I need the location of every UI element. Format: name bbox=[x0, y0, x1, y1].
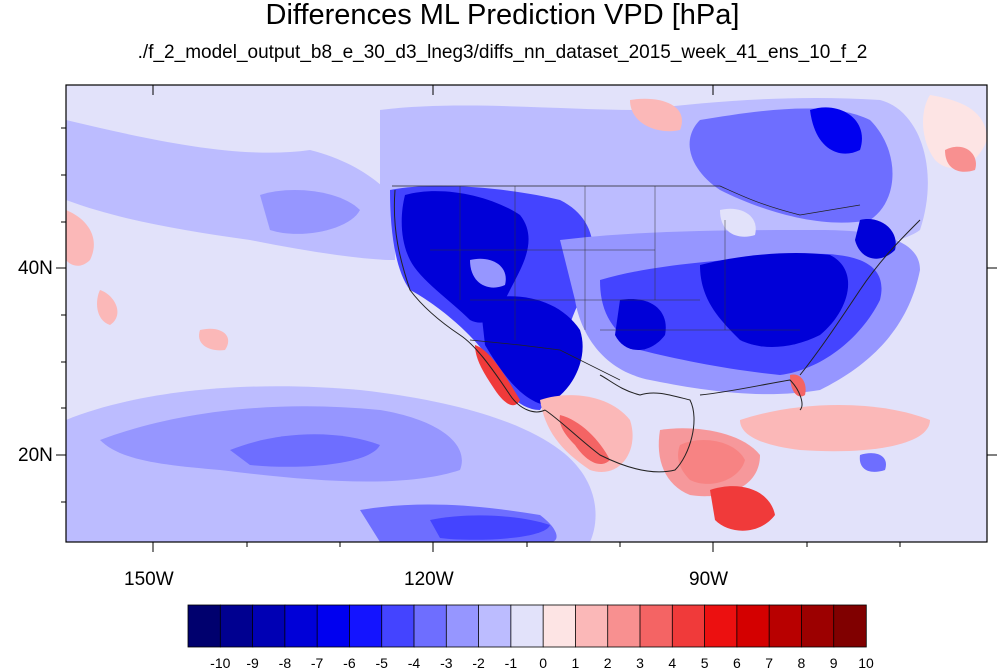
colorbar-label: 8 bbox=[797, 655, 806, 671]
great-lakes-pale bbox=[720, 208, 756, 237]
colorbar-label: -3 bbox=[440, 655, 453, 671]
colorbar-label: 10 bbox=[858, 655, 874, 671]
sw-pacific-blue-core bbox=[230, 434, 380, 467]
east-pale-red bbox=[923, 95, 987, 169]
colorbar-label: 4 bbox=[668, 655, 677, 671]
northeast-deep-blue bbox=[855, 219, 896, 259]
gulf-red-halo bbox=[658, 428, 760, 497]
colorbar-swatch bbox=[704, 604, 738, 648]
colorbar-swatch bbox=[607, 604, 641, 648]
colorbar-label: 6 bbox=[732, 655, 741, 671]
colorbar-swatch bbox=[639, 604, 673, 648]
coastline-gulf bbox=[544, 374, 695, 473]
colorbar-label: -7 bbox=[310, 655, 324, 671]
colorbar-label: -8 bbox=[278, 655, 292, 671]
four-corners-deep-blue bbox=[480, 296, 583, 405]
plot-subtitle: ./f_2_model_output_b8_e_30_d3_lneg3/diff… bbox=[137, 42, 868, 63]
colorbar-label: 5 bbox=[700, 655, 709, 671]
x-tick-120w: 120W bbox=[404, 569, 454, 590]
colorbar-swatch bbox=[413, 604, 447, 648]
caribbean-pale-red bbox=[740, 405, 930, 452]
caribbean-blue-spot bbox=[859, 453, 886, 472]
colorbar-swatch bbox=[349, 604, 383, 648]
colorbar-label: -2 bbox=[472, 655, 485, 671]
colorbar-swatch bbox=[575, 604, 609, 648]
colorbar-swatch bbox=[768, 604, 803, 648]
colorbar-label: 2 bbox=[603, 655, 612, 671]
pacific-pale-red-2 bbox=[199, 328, 229, 351]
texas-deep-blue bbox=[615, 299, 666, 350]
colorbar-label: -9 bbox=[246, 655, 259, 671]
pacific-pale-red-1 bbox=[97, 290, 118, 325]
tick-marks bbox=[56, 85, 997, 552]
western-us-deep-blue bbox=[401, 191, 529, 323]
eastern-us-deep-blue bbox=[700, 253, 849, 347]
colorbar-label: 3 bbox=[636, 655, 644, 671]
baja-red bbox=[475, 345, 520, 406]
colorbar-swatch bbox=[478, 604, 512, 648]
colorbar-label: 9 bbox=[829, 655, 838, 671]
colorbar-label: 0 bbox=[539, 655, 547, 671]
colorbar bbox=[187, 604, 867, 648]
colorbar-swatch bbox=[381, 604, 415, 648]
coastline-east bbox=[699, 219, 921, 411]
colorbar-swatch bbox=[219, 604, 254, 648]
colorbar-swatch bbox=[801, 604, 835, 648]
east-red-patch bbox=[945, 146, 976, 172]
northwest-pale-red bbox=[66, 210, 94, 266]
alaska-pale-red bbox=[630, 98, 682, 132]
colorbar-swatch bbox=[833, 604, 867, 648]
colorbar-label: 1 bbox=[571, 655, 580, 671]
us-mexico-border bbox=[469, 339, 621, 381]
colorbar-swatch bbox=[316, 604, 351, 648]
colorbar-swatch bbox=[252, 604, 286, 648]
x-tick-90w: 90W bbox=[689, 569, 729, 590]
florida-red bbox=[790, 374, 806, 397]
canada-deep-blue bbox=[810, 107, 862, 154]
mexico-red-strip bbox=[559, 415, 610, 465]
colorbar-swatch bbox=[187, 604, 221, 648]
great-basin-light bbox=[470, 258, 506, 288]
colorbar-swatch bbox=[284, 604, 318, 648]
y-tick-20n: 20N bbox=[18, 445, 53, 466]
colorbar-label: -4 bbox=[407, 655, 421, 671]
colorbar-label: -1 bbox=[504, 655, 518, 671]
colorbar-label: 7 bbox=[765, 655, 773, 671]
coastline-west bbox=[393, 189, 546, 413]
colorbar-swatch bbox=[736, 604, 770, 648]
colorbar-swatch bbox=[542, 604, 577, 648]
state-lines bbox=[430, 186, 800, 340]
central-america-red bbox=[710, 486, 775, 531]
x-tick-150w: 150W bbox=[124, 569, 174, 590]
colorbar-swatch bbox=[510, 604, 544, 648]
colorbar-label: -10 bbox=[210, 655, 231, 671]
us-canada-border bbox=[392, 185, 861, 216]
colorbar-swatch bbox=[671, 604, 706, 648]
plot-title: Differences ML Prediction VPD [hPa] bbox=[265, 0, 740, 31]
south-blue-core bbox=[430, 515, 550, 540]
y-tick-40n: 40N bbox=[18, 258, 53, 279]
colorbar-label: -6 bbox=[343, 655, 356, 671]
field-layer bbox=[66, 85, 987, 542]
north-pacific-blue-patch bbox=[260, 190, 360, 234]
colorbar-swatch bbox=[445, 604, 480, 648]
colorbar-label: -5 bbox=[375, 655, 388, 671]
